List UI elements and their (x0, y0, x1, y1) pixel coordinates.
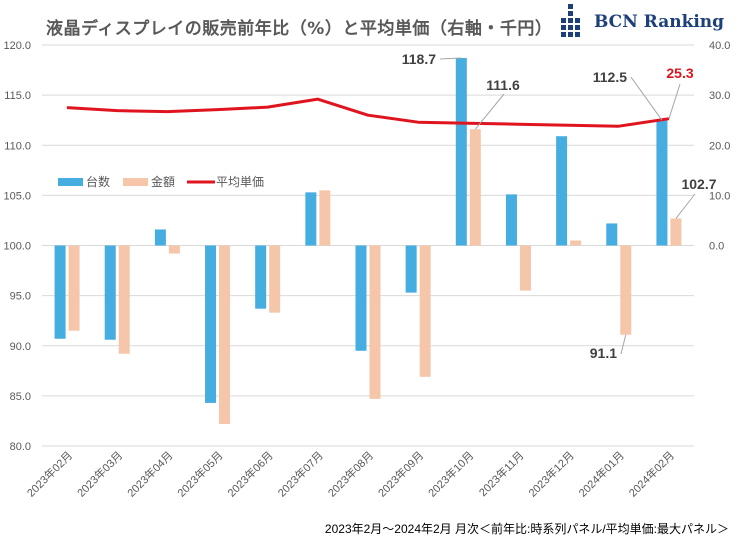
bcn-logo-icon (561, 4, 580, 37)
data-label: 112.5 (593, 69, 627, 85)
bar-units (405, 245, 417, 293)
legend-label-amount: 金額 (151, 174, 175, 189)
bar-units (505, 194, 517, 246)
bar-amount (168, 245, 180, 254)
x-tick-label: 2023年11月 (476, 448, 527, 499)
y-tick-label: 110.0 (4, 140, 31, 152)
line-point (317, 98, 319, 100)
data-label: 91.1 (590, 345, 617, 361)
y-tick-label: 100.0 (3, 241, 31, 253)
x-tick-label: 2023年10月 (425, 448, 476, 499)
line-avg-price (66, 97, 670, 128)
data-label-leader (620, 334, 627, 355)
x-tick-label: 2023年02月 (24, 448, 75, 499)
data-label: 25.3 (666, 65, 693, 81)
bar-amount (319, 190, 331, 246)
y-tick-label: 80.0 (10, 441, 31, 453)
bar-amount (118, 245, 130, 354)
bar-units (355, 245, 367, 351)
bar-amount (68, 245, 80, 331)
line-point (267, 106, 269, 108)
legend-swatch-units (58, 178, 83, 186)
x-tick-label: 2023年09月 (375, 448, 426, 499)
line-point (116, 110, 118, 112)
line-point (417, 121, 419, 123)
y-axis-left: 80.0 85.0 90.0 95.0 100.0 105.0 110.0 115.0 120.… (3, 40, 31, 453)
x-tick-label: 2023年03月 (74, 448, 125, 499)
x-tick-label: 2023年06月 (224, 448, 275, 499)
bar-units (154, 229, 166, 246)
data-label-leader (474, 93, 505, 130)
data-label-leader (675, 193, 696, 219)
data-label-leader (668, 83, 681, 119)
footer-note: 2023年2月～2024年2月 月次＜前年比:時系列パネル/平均単価:最大パネル… (324, 522, 729, 536)
data-label: 118.7 (402, 51, 436, 67)
bar-amount (670, 218, 682, 246)
bar-units (205, 245, 217, 403)
y-tick-label: 95.0 (10, 291, 31, 303)
y-tick-label: 105.0 (3, 190, 31, 202)
bar-amount (419, 245, 431, 377)
line-point (367, 114, 369, 116)
data-label-leader (439, 57, 462, 60)
line-point (467, 122, 469, 124)
x-tick-label: 2024年02月 (626, 448, 677, 499)
y2-tick-label: 20.0 (709, 140, 730, 152)
y-tick-label: 120.0 (3, 40, 31, 52)
bar-amount (219, 245, 231, 424)
x-tick-label: 2023年07月 (275, 448, 326, 499)
x-tick-label: 2024年01月 (575, 448, 626, 499)
bar-units (455, 58, 467, 246)
y-tick-label: 115.0 (4, 90, 31, 102)
data-label-leader (630, 76, 663, 121)
x-axis: 2023年02月 2023年03月 2023年04月 2023年05月 2023年06月… (24, 448, 677, 499)
bcn-logo-text: BCN Ranking (594, 12, 725, 32)
y2-tick-label: 10.0 (709, 190, 730, 202)
y-tick-label: 85.0 (10, 391, 31, 403)
bar-units (656, 120, 668, 246)
line-point (217, 109, 219, 111)
x-tick-label: 2023年04月 (124, 448, 175, 499)
y2-tick-label: 0.0 (709, 241, 724, 253)
legend-label-avg-price: 平均単価 (216, 175, 264, 189)
avg-price-line (66, 97, 670, 128)
gridlines (42, 44, 694, 447)
data-label: 111.6 (486, 77, 520, 93)
bar-units (54, 245, 66, 339)
bcn-logo: BCN Ranking (556, 4, 724, 42)
y-tick-label: 90.0 (10, 341, 31, 353)
bar-amount (469, 129, 481, 246)
y2-tick-label: 40.0 (709, 40, 730, 52)
bar-amount (570, 240, 582, 246)
bar-amount (620, 245, 632, 335)
chart-title: 液晶ディスプレイの販売前年比（%）と平均単価（右軸・千円） (46, 19, 553, 39)
legend-swatch-amount (123, 178, 148, 186)
y2-tick-label: 30.0 (709, 90, 730, 102)
x-tick-label: 2023年05月 (174, 448, 225, 499)
bar-units (556, 136, 568, 246)
line-point (568, 124, 570, 126)
x-tick-label: 2023年12月 (525, 448, 576, 499)
bar-units (606, 223, 618, 246)
line-point (517, 123, 519, 125)
bar-amount (369, 245, 381, 399)
line-point (618, 125, 620, 127)
bars (54, 58, 682, 424)
bar-units (305, 192, 317, 246)
line-point (166, 111, 168, 113)
legend: 台数 金額 平均単価 (58, 174, 264, 189)
line-point (66, 107, 68, 109)
y-axis-right: 0.0 10.0 20.0 30.0 40.0 (709, 40, 730, 253)
data-label: 102.7 (681, 176, 716, 192)
data-labels: 118.7 111.6 112.5 25.3 102.7 91.1 (402, 51, 717, 361)
x-tick-label: 2023年08月 (325, 448, 376, 499)
bar-amount (519, 245, 531, 291)
legend-label-units: 台数 (86, 174, 110, 189)
bar-units (104, 245, 116, 340)
bar-units (255, 245, 267, 309)
bar-amount (269, 245, 281, 313)
